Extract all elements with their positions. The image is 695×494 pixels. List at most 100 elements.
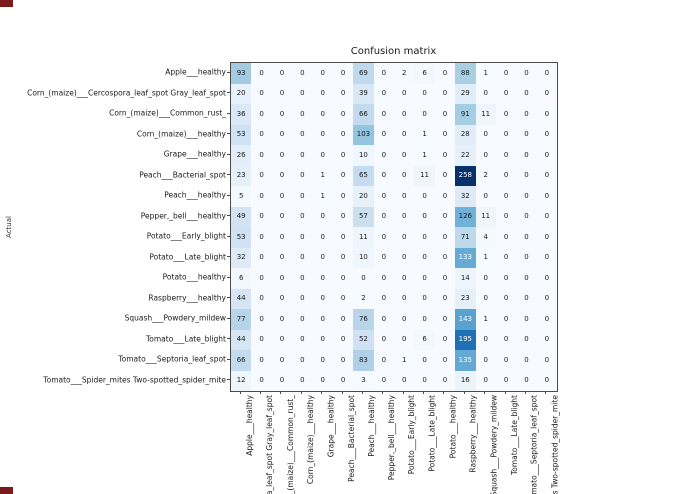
heatmap-cell: 133 [455,247,476,268]
heatmap-cell: 11 [414,165,435,186]
heatmap-cell: 0 [312,268,333,289]
heatmap-cell: 0 [373,83,394,104]
heatmap-cell: 0 [353,268,374,289]
heatmap-cell: 0 [414,247,435,268]
heatmap-cell: 0 [332,370,354,391]
heatmap-cell: 0 [394,165,415,186]
x-tick-mark [463,391,465,394]
heatmap-cell: 0 [332,288,354,309]
y-axis-label: Actual [5,216,13,238]
y-tick-mark [227,379,230,381]
heatmap-cell: 0 [394,268,415,289]
heatmap-cell: 0 [516,165,537,186]
y-tick-label: Corn_(maize)___Cercospora_leaf_spot Gray… [27,88,226,98]
heatmap-cell: 0 [251,268,272,289]
x-tick-label: Squash___Powdery_mildew [489,395,499,494]
heatmap-cell: 0 [516,370,537,391]
heatmap-cell: 0 [414,288,435,309]
heatmap-cell: 0 [414,104,435,125]
heatmap-cell: 0 [516,309,537,330]
heatmap-cell: 0 [251,83,272,104]
heatmap-cell: 0 [271,350,293,371]
corner-artifact-bottom-left [0,487,13,494]
x-tick-mark [300,391,302,394]
heatmap-cell: 0 [536,63,557,84]
heatmap-cell: 93 [231,63,252,84]
heatmap-cell: 1 [475,309,496,330]
x-tick-label: Corn_(maize)___healthy [305,395,315,485]
heatmap-cell: 0 [434,247,456,268]
x-tick-label: Corn_(maize)___Cercospora_leaf_spot Gray… [250,395,274,494]
heatmap-cell: 195 [455,329,476,350]
heatmap-cell: 0 [495,63,517,84]
heatmap-cell: 0 [373,145,394,166]
heatmap-cell: 0 [332,83,354,104]
heatmap-cell: 143 [455,309,476,330]
heatmap-cell: 0 [434,370,456,391]
heatmap-cell: 0 [536,309,557,330]
y-tick-mark [227,194,230,196]
heatmap-cell: 0 [373,63,394,84]
heatmap-cell: 0 [271,165,293,186]
x-tick-mark [260,391,262,394]
heatmap-cell: 126 [455,206,476,227]
x-tick-mark [321,391,323,394]
heatmap-cell: 4 [475,227,496,248]
heatmap-cell: 0 [495,309,517,330]
y-tick-label: Potato___healthy [162,272,226,282]
heatmap-cell: 0 [332,227,354,248]
heatmap-cell: 0 [271,329,293,350]
x-tick-label: Apple___healthy [244,395,254,456]
heatmap-cell: 0 [251,124,272,145]
heatmap-cell: 0 [271,268,293,289]
heatmap-cell: 69 [353,63,374,84]
x-tick-label: Tomato___Spider_mites Two-spotted_spider… [550,395,560,494]
heatmap-cell: 0 [292,227,313,248]
heatmap-cell: 66 [353,104,374,125]
heatmap-cell: 6 [414,329,435,350]
heatmap-cell: 0 [536,124,557,145]
heatmap-cell: 0 [434,104,456,125]
heatmap-cell: 0 [394,309,415,330]
heatmap-cell: 0 [271,247,293,268]
y-tick-mark [227,174,230,176]
x-tick-mark [341,391,343,394]
heatmap-cell: 0 [312,227,333,248]
heatmap-cell: 0 [251,165,272,186]
heatmap-cell: 0 [516,206,537,227]
heatmap-cell: 0 [373,124,394,145]
heatmap-cell: 0 [414,186,435,207]
heatmap-cell: 32 [231,247,252,268]
heatmap-cell: 0 [394,124,415,145]
heatmap-cell: 71 [455,227,476,248]
heatmap-cell: 26 [231,145,252,166]
heatmap-cell: 0 [332,247,354,268]
heatmap-cell: 0 [251,186,272,207]
heatmap-cell: 0 [332,165,354,186]
heatmap-cell: 0 [434,268,456,289]
y-tick-mark [227,153,230,155]
x-tick-mark [423,391,425,394]
x-tick-label: Potato___Early_blight [407,395,417,475]
heatmap-cell: 1 [475,247,496,268]
heatmap-cell: 0 [495,370,517,391]
heatmap-cell: 0 [495,227,517,248]
chart-title: Confusion matrix [350,46,437,57]
heatmap-cell: 0 [271,63,293,84]
heatmap-cell: 32 [455,186,476,207]
heatmap-cell: 0 [536,165,557,186]
heatmap-cell: 0 [373,370,394,391]
heatmap-cell: 0 [271,288,293,309]
y-tick-label: Tomato___Late_blight [145,334,226,344]
heatmap-cell: 0 [394,247,415,268]
heatmap-cell: 0 [495,247,517,268]
heatmap-cell: 0 [292,186,313,207]
heatmap-cell: 1 [414,124,435,145]
x-tick-label: Grape___healthy [326,395,336,458]
heatmap-cell: 0 [312,309,333,330]
y-tick-mark [227,71,230,73]
heatmap-cell: 0 [251,104,272,125]
heatmap-cell: 23 [231,165,252,186]
heatmap-cell: 0 [312,124,333,145]
heatmap-cell: 10 [353,145,374,166]
